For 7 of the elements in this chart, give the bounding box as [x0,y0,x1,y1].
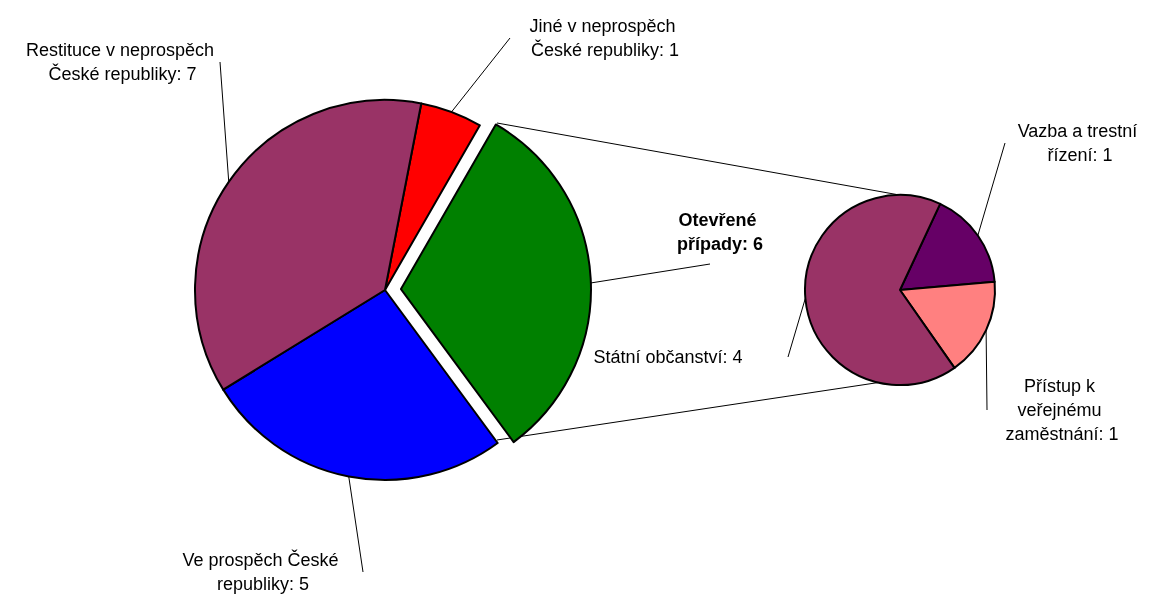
slice-label: Restituce v neprospěch České republiky: 7 [25,40,215,84]
slice-label: Ve prospěch České republiky: 5 [182,549,344,594]
slice-label: Otevřené případy: 6 [676,210,764,254]
slice-label: Přístup k veřejnému zaměstnání: 1 [1005,376,1119,444]
slice-label: Jiné v neprospěch České republiky: 1 [529,16,681,60]
slice-label: Státní občanství: 4 [593,347,743,367]
slice-label: Vazba a trestní řízení: 1 [1017,121,1143,165]
